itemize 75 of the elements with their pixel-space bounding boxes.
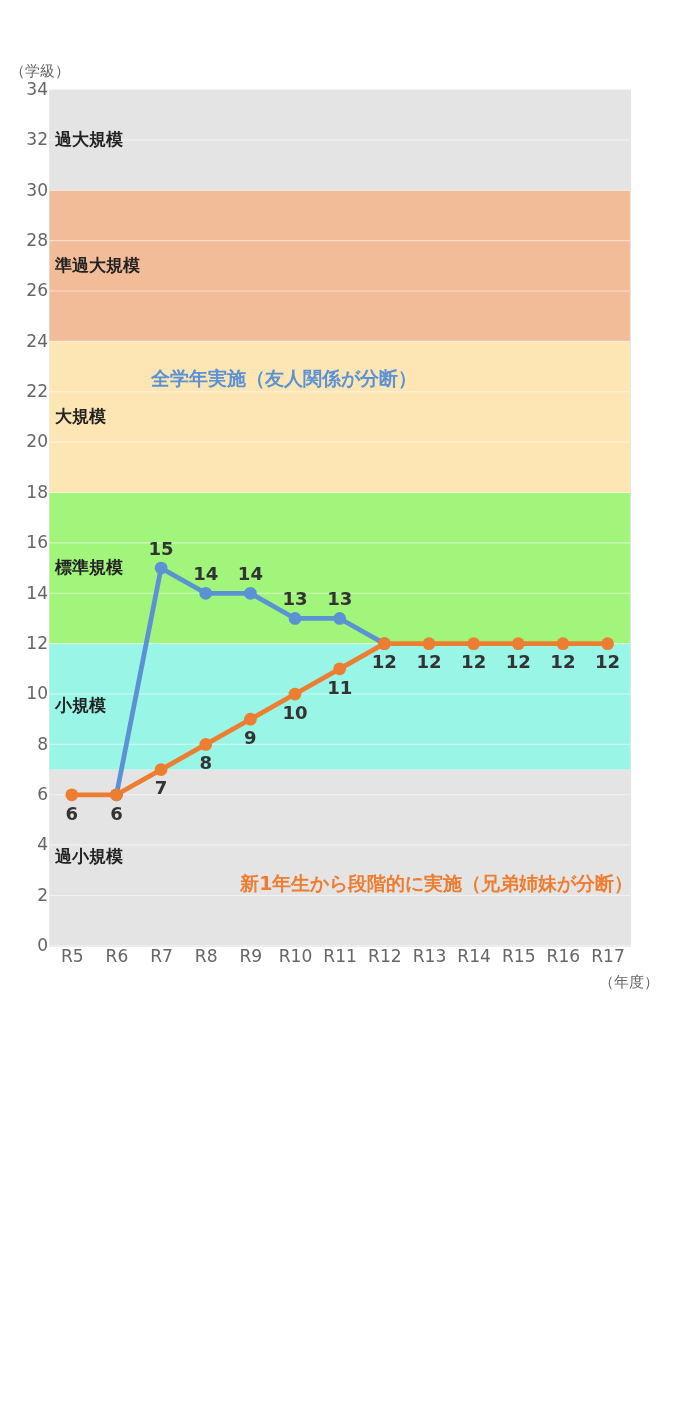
data-label: 13: [327, 588, 353, 610]
y-tick-label: 16: [26, 532, 49, 553]
x-tick-label: R8: [194, 945, 218, 966]
y-tick-label: 4: [37, 834, 49, 855]
text: 全学年実施（友人関係が分断）: [149, 366, 417, 389]
y-tick-label: 32: [26, 129, 49, 150]
data-label: 12: [371, 651, 397, 673]
y-tick-label: 20: [26, 431, 49, 452]
y-tick-label: 6: [37, 784, 49, 804]
x-tick-label: R11: [323, 945, 358, 966]
y-tick-label: 26: [26, 280, 49, 301]
x-tick-label: R15: [501, 945, 536, 966]
y-tick-label: 0: [37, 935, 49, 956]
y-tick-label: 2: [37, 884, 49, 905]
point: [288, 687, 302, 701]
data-label: 14: [193, 562, 219, 584]
x-tick-label: R12: [367, 945, 402, 966]
point: [422, 637, 436, 651]
y-tick-label: 8: [37, 733, 49, 754]
data-label: 14: [237, 562, 263, 584]
x-tick-label: R7: [150, 945, 173, 966]
y-axis-title: （学級）: [9, 61, 70, 80]
x-tick-label: R14: [457, 945, 491, 966]
y-tick-label: 10: [26, 683, 49, 704]
data-label: 12: [595, 651, 621, 673]
x-tick-label: R6: [105, 945, 129, 966]
x-tick-label: R17: [591, 945, 625, 966]
data-label: 6: [65, 802, 79, 824]
point: [244, 712, 257, 726]
point: [288, 612, 302, 625]
y-tick-label: 18: [26, 481, 49, 502]
text: 新1年生から段階的に実施（兄弟姉妹が分断）: [239, 871, 634, 894]
x-tick-label: R10: [278, 945, 313, 966]
point: [65, 788, 79, 802]
data-label: 12: [416, 651, 442, 673]
y-tick-label: 14: [26, 582, 49, 603]
band-label: 過小規模: [54, 846, 124, 867]
y-tick-label: 12: [26, 632, 49, 653]
point: [556, 637, 570, 651]
x-axis-title: （年度）: [598, 973, 659, 992]
data-label: 12: [550, 651, 576, 673]
y-tick-label: 28: [26, 229, 49, 250]
point: [199, 586, 213, 600]
y-tick-label: 34: [26, 78, 49, 99]
band-label: 大規模: [55, 405, 107, 426]
data-label: 12: [505, 651, 531, 673]
data-label: 10: [282, 701, 308, 723]
data-label: 8: [199, 752, 213, 774]
x-tick-label: R5: [60, 945, 84, 966]
point: [154, 763, 168, 776]
y-tick-label: 30: [26, 179, 49, 200]
point: [601, 637, 614, 651]
point: [333, 662, 347, 676]
band-label: 過大規模: [54, 128, 124, 149]
data-label: 13: [282, 588, 308, 610]
y-tick-label: 22: [26, 381, 49, 402]
data-label: 15: [148, 537, 174, 559]
data-label: 12: [461, 651, 487, 673]
band-label: 準過大規模: [54, 254, 141, 275]
point: [154, 561, 168, 575]
x-tick-label: R9: [239, 945, 263, 966]
y-tick-label: 24: [26, 330, 49, 351]
point: [244, 586, 257, 600]
point: [511, 637, 525, 651]
x-tick-label: R13: [412, 945, 447, 966]
data-label: 11: [327, 676, 353, 698]
data-label: 7: [154, 777, 168, 799]
band-label: 標準規模: [54, 556, 124, 577]
data-label: 6: [110, 802, 123, 824]
x-tick-label: R16: [546, 945, 581, 966]
point: [199, 738, 213, 751]
band-label: 小規模: [54, 695, 107, 716]
point: [467, 637, 481, 651]
data-label: 9: [244, 726, 257, 748]
point: [333, 612, 347, 625]
